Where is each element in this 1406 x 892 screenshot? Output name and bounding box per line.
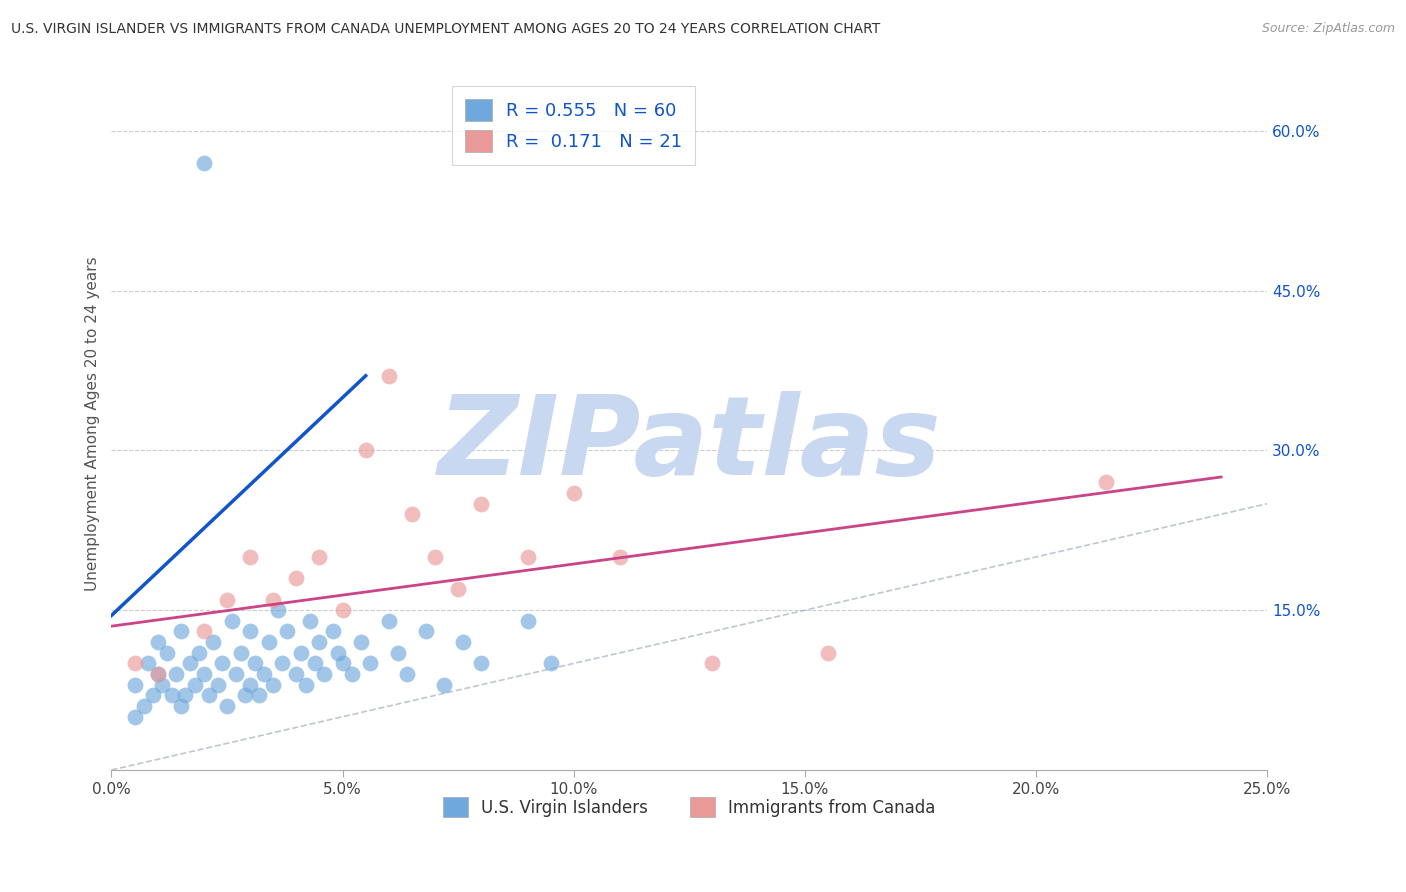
Point (290, 646, 312, 660)
Point (516, 549, 538, 564)
Y-axis label: Unemployment Among Ages 20 to 24 years: Unemployment Among Ages 20 to 24 years (86, 256, 100, 591)
Point (197, 689, 219, 703)
Point (308, 635, 330, 649)
Point (322, 624, 344, 639)
Point (160, 689, 183, 703)
Point (146, 635, 169, 649)
Point (285, 571, 308, 585)
Point (239, 549, 262, 564)
Point (207, 678, 229, 692)
Point (247, 689, 270, 703)
Point (183, 678, 205, 692)
Point (170, 624, 193, 639)
Point (470, 497, 492, 511)
Point (188, 646, 211, 660)
Point (378, 368, 401, 383)
Point (415, 624, 437, 639)
Text: ZIPatlas: ZIPatlas (437, 391, 941, 498)
Point (451, 635, 474, 649)
Point (332, 603, 354, 617)
Point (326, 646, 349, 660)
Point (150, 678, 173, 692)
Point (609, 549, 631, 564)
Point (562, 486, 585, 500)
Point (170, 699, 193, 714)
Point (470, 657, 492, 671)
Point (1094, 475, 1116, 490)
Point (447, 582, 470, 596)
Point (146, 667, 169, 681)
Point (262, 678, 284, 692)
Text: U.S. VIRGIN ISLANDER VS IMMIGRANTS FROM CANADA UNEMPLOYMENT AMONG AGES 20 TO 24 : U.S. VIRGIN ISLANDER VS IMMIGRANTS FROM … (11, 22, 880, 37)
Point (262, 592, 284, 607)
Point (124, 678, 146, 692)
Point (540, 657, 562, 671)
Point (225, 667, 247, 681)
Point (340, 667, 363, 681)
Point (215, 592, 238, 607)
Point (257, 635, 280, 649)
Legend: U.S. Virgin Islanders, Immigrants from Canada: U.S. Virgin Islanders, Immigrants from C… (436, 790, 942, 824)
Point (332, 657, 354, 671)
Point (202, 635, 225, 649)
Point (350, 635, 373, 649)
Point (267, 603, 290, 617)
Text: Source: ZipAtlas.com: Source: ZipAtlas.com (1261, 22, 1395, 36)
Point (285, 667, 308, 681)
Point (433, 678, 456, 692)
Point (387, 646, 409, 660)
Point (146, 667, 169, 681)
Point (276, 624, 298, 639)
Point (401, 508, 423, 522)
Point (294, 678, 316, 692)
Point (179, 657, 201, 671)
Point (165, 667, 187, 681)
Point (308, 549, 330, 564)
Point (423, 549, 446, 564)
Point (124, 657, 146, 671)
Point (359, 657, 381, 671)
Point (243, 657, 266, 671)
Point (239, 678, 262, 692)
Point (211, 657, 233, 671)
Point (132, 699, 155, 714)
Point (396, 667, 419, 681)
Point (138, 657, 160, 671)
Point (229, 646, 252, 660)
Point (516, 614, 538, 628)
Point (193, 155, 215, 169)
Point (354, 443, 377, 458)
Point (817, 646, 839, 660)
Point (314, 667, 336, 681)
Point (215, 699, 238, 714)
Point (304, 657, 326, 671)
Point (193, 667, 215, 681)
Point (124, 710, 146, 724)
Point (378, 614, 401, 628)
Point (299, 614, 322, 628)
Point (702, 657, 724, 671)
Point (193, 624, 215, 639)
Point (239, 624, 262, 639)
Point (156, 646, 179, 660)
Point (235, 689, 257, 703)
Point (174, 689, 197, 703)
Point (253, 667, 276, 681)
Point (271, 657, 294, 671)
Point (221, 614, 243, 628)
Point (142, 689, 165, 703)
